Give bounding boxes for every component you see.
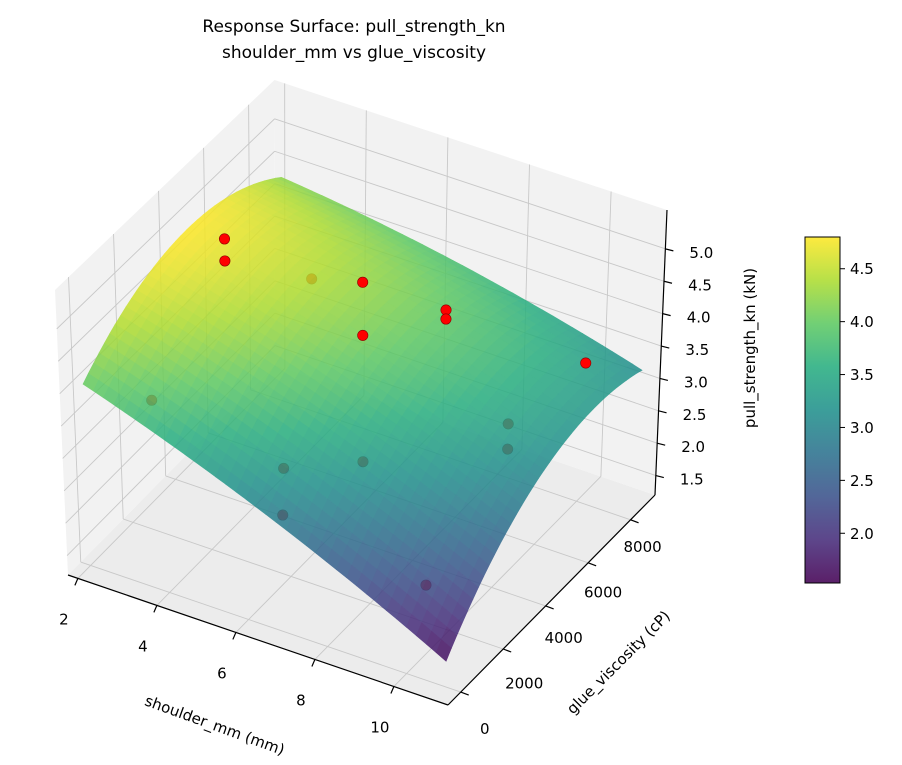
z-tick-label: 4.5 (688, 276, 712, 294)
z-axis-line (654, 209, 668, 496)
z-gridline (274, 118, 666, 250)
z-tick (665, 248, 674, 252)
z-tick-label: 1.5 (680, 471, 704, 489)
x-tick-label: 2 (59, 610, 69, 628)
x-gridline (600, 191, 612, 477)
x-tick-label: 8 (296, 691, 306, 709)
data-point (218, 233, 230, 245)
data-point (580, 357, 592, 369)
z-gridline (56, 118, 275, 330)
z-tick-label: 2.0 (681, 438, 705, 456)
x-tick-label: 4 (138, 637, 148, 655)
z-tick (663, 280, 673, 284)
y-tick (630, 519, 639, 524)
y-tick-label: 2000 (505, 675, 543, 693)
z-tick-label: 3.0 (684, 373, 708, 391)
z-tick-label: 5.0 (689, 244, 713, 262)
chart-subtitle: shoulder_mm vs glue_viscosity (222, 43, 486, 63)
chart-title: Response Surface: pull_strength_kn (202, 17, 505, 37)
x-tick (390, 686, 395, 694)
y-tick (587, 562, 597, 567)
y-axis-line (447, 494, 656, 706)
x-tick (232, 632, 237, 640)
z-gridline (274, 150, 665, 282)
y-tick-label: 4000 (545, 629, 583, 647)
x-axis-line (67, 574, 449, 706)
z-tick (655, 474, 664, 479)
x-axis-label: shoulder_mm (mm) (142, 692, 287, 760)
colorbar-tick-label: 3.5 (850, 366, 874, 384)
colorbar-tick-label: 4.0 (850, 313, 874, 331)
z-axis-label: pull_strength_kn (kN) (741, 268, 760, 428)
z-tick (657, 442, 666, 446)
colorbar-frame (804, 236, 841, 584)
data-point (357, 276, 369, 288)
x-tick (153, 605, 158, 613)
y-tick-label: 0 (480, 720, 490, 738)
y-tick-label: 6000 (584, 583, 622, 601)
surface (82, 176, 643, 662)
z-tick (658, 410, 667, 414)
x-tick (74, 578, 79, 586)
z-tick-label: 4.0 (687, 309, 711, 327)
colorbar: 2.0 2.5 3.0 3.5 4.0 4.5 (804, 236, 874, 584)
data-point (357, 329, 369, 341)
colorbar-tick-label: 4.5 (850, 260, 874, 278)
axes: 2 4 6 8 10 0 2000 4000 6000 8000 1.5 2.0 2.5 3.0 3.5 4.… (59, 209, 713, 738)
z-tick-label: 2.5 (683, 406, 707, 424)
x-gridline (393, 476, 602, 687)
surface-patch (435, 639, 452, 662)
data-point (440, 313, 452, 325)
z-tick (659, 377, 669, 381)
z-tick (661, 345, 670, 349)
z-tick (662, 313, 671, 317)
colorbar-tick-label: 2.5 (850, 472, 874, 490)
points-above-surface (218, 233, 592, 369)
surface-patches (82, 176, 643, 662)
colorbar-tick-label: 2.0 (850, 525, 874, 543)
y-tick (502, 648, 512, 653)
y-tick (545, 605, 554, 610)
y-gridline (80, 561, 461, 693)
y-gridline (68, 277, 82, 563)
x-tick-label: 6 (217, 664, 227, 682)
z-tick-label: 3.5 (685, 341, 709, 359)
data-point (219, 255, 231, 267)
y-tick (460, 691, 469, 696)
x-tick-label: 10 (370, 718, 389, 736)
x-tick (311, 659, 316, 667)
colorbar-gradient (805, 237, 840, 583)
y-tick-label: 8000 (623, 538, 661, 556)
y-axis-label: glue_viscosity (cP) (563, 607, 675, 719)
colorbar-tick-label: 3.0 (850, 419, 874, 437)
